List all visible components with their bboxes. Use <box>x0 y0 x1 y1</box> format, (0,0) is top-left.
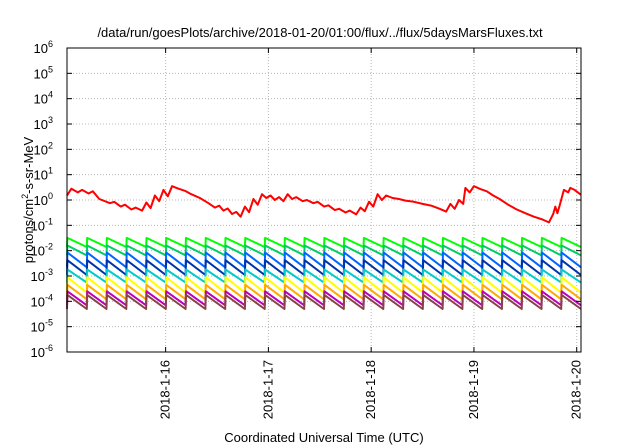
y-tick-label: 103 <box>34 115 53 132</box>
y-tick-label: 10-3 <box>31 267 53 284</box>
chart-title: /data/run/goesPlots/archive/2018-01-20/0… <box>97 25 543 40</box>
y-axis-ticks: 10-610-510-410-310-210-11001011021031041… <box>31 39 581 360</box>
y-tick-label-exp: 4 <box>48 90 53 100</box>
x-tick-label: 2018-1-17 <box>260 360 275 419</box>
y-tick-label-base: 10 <box>31 320 45 335</box>
y-tick-label: 101 <box>34 166 53 183</box>
y-tick-label-exp: -1 <box>45 216 53 226</box>
y-axis-label-base: protons/cm <box>21 199 36 263</box>
y-tick-label-exp: 6 <box>48 39 53 49</box>
y-axis-label-sup: 2 <box>20 194 30 199</box>
x-tick-label: 2018-1-19 <box>466 360 481 419</box>
x-tick-label: 2018-1-18 <box>363 360 378 419</box>
y-tick-label-base: 10 <box>31 345 45 360</box>
y-tick-label-base: 10 <box>31 269 45 284</box>
y-tick-label-base: 10 <box>31 244 45 259</box>
y-tick-label: 100 <box>34 191 53 208</box>
x-tick-label: 2018-1-16 <box>158 360 173 419</box>
y-tick-label-base: 10 <box>34 168 48 183</box>
y-tick-label: 10-2 <box>31 242 53 259</box>
y-tick-label-base: 10 <box>31 294 45 309</box>
y-tick-label-exp: -3 <box>45 267 53 277</box>
y-tick-label-base: 10 <box>34 193 48 208</box>
y-axis-label-rest: -s-sr-MeV <box>21 136 36 193</box>
x-axis-label: Coordinated Universal Time (UTC) <box>224 430 423 445</box>
y-tick-label-exp: 1 <box>48 166 53 176</box>
x-axis-ticks: 2018-1-16 2018-1-17 2018-1-18 2018-1-19 2018… <box>158 48 584 419</box>
y-tick-label-base: 10 <box>34 142 48 157</box>
y-tick-label-exp: 3 <box>48 115 53 125</box>
y-tick-label-exp: -6 <box>45 343 53 353</box>
y-tick-label-exp: 2 <box>48 140 53 150</box>
series-line <box>66 185 582 224</box>
y-tick-label: 102 <box>34 140 53 157</box>
x-tick-label: 2018-1-20 <box>569 360 584 419</box>
y-tick-label-exp: 5 <box>48 64 53 74</box>
y-tick-label-exp: 0 <box>48 191 53 201</box>
y-tick-label-base: 10 <box>31 218 45 233</box>
y-tick-label: 105 <box>34 64 53 81</box>
data-series <box>66 185 582 310</box>
y-tick-label-exp: -2 <box>45 242 53 252</box>
y-tick-label: 10-4 <box>31 292 53 309</box>
y-tick-label-base: 10 <box>34 66 48 81</box>
y-tick-label: 10-5 <box>31 318 53 335</box>
y-tick-label-base: 10 <box>34 117 48 132</box>
y-tick-label-exp: -4 <box>45 292 53 302</box>
y-tick-label: 104 <box>34 90 53 107</box>
y-tick-label: 10-6 <box>31 343 53 360</box>
series-line <box>66 293 582 310</box>
y-tick-label: 106 <box>34 39 53 56</box>
y-tick-label-exp: -5 <box>45 318 53 328</box>
y-axis-label: protons/cm2-s-sr-MeV <box>20 136 36 263</box>
y-tick-label: 10-1 <box>31 216 53 233</box>
y-tick-label-base: 10 <box>34 41 48 56</box>
y-tick-label-base: 10 <box>34 92 48 107</box>
